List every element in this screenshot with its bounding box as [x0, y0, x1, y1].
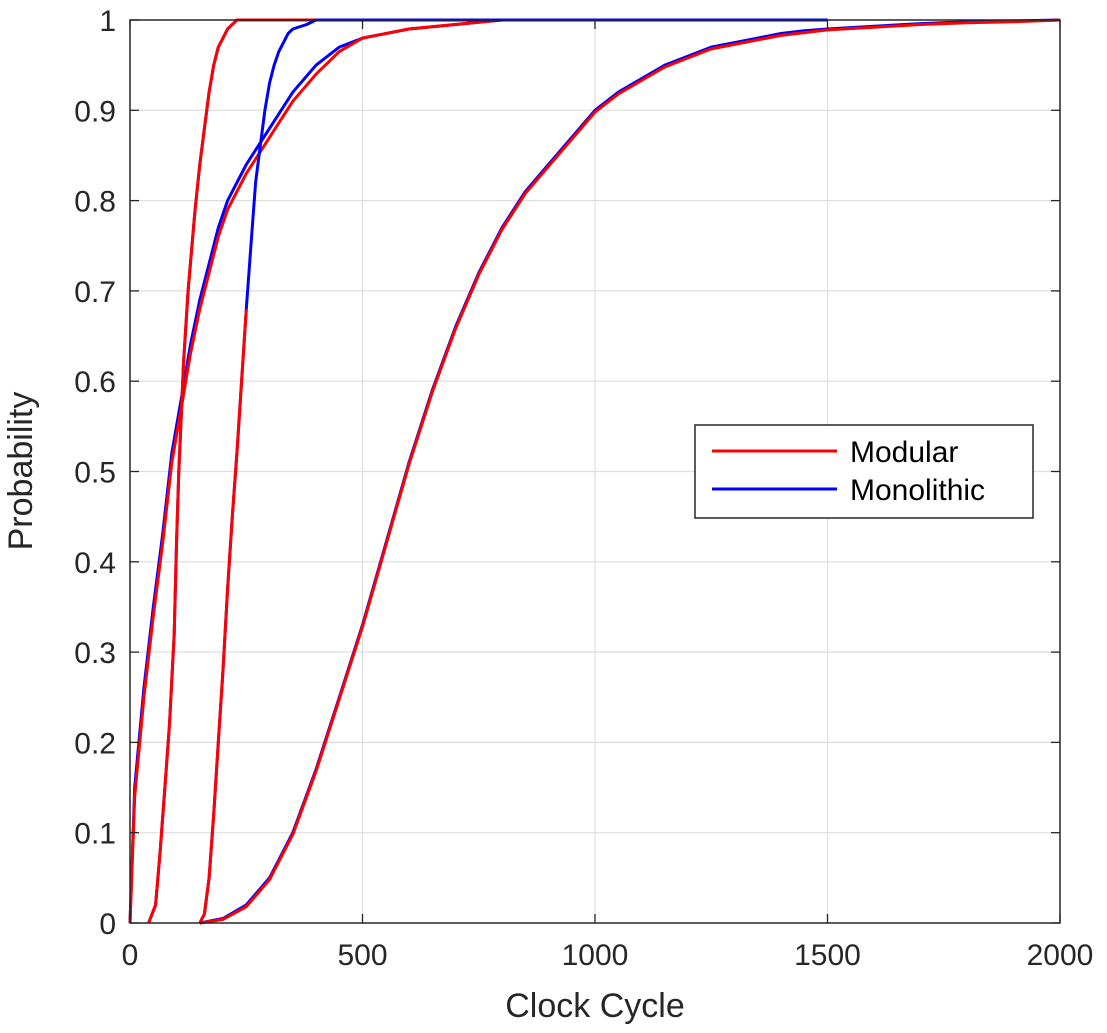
x-tick-label: 500 [337, 939, 387, 972]
series-line-modular [198, 308, 248, 924]
x-axis-label: Clock Cycle [505, 987, 684, 1025]
y-tick-label: 0.1 [74, 818, 116, 851]
series-line-modular [128, 18, 828, 924]
x-tick-label: 1500 [794, 939, 861, 972]
y-tick-label: 0 [99, 908, 116, 941]
y-tick-label: 0.4 [74, 547, 116, 580]
x-tick-label: 1000 [562, 939, 629, 972]
y-tick-label: 0.5 [74, 457, 116, 490]
y-tick-label: 0.9 [74, 95, 116, 128]
series-line-modular [147, 18, 409, 924]
x-tick-label: 2000 [1027, 939, 1094, 972]
series-layer [128, 18, 1061, 925]
series-line-modular [199, 18, 1061, 925]
axis-ticks: 0 500 1000 1500 2000 0 0.1 0.2 0.3 0.4 0.5 0.6 0.7 0.… [74, 5, 1093, 972]
y-tick-label: 0.2 [74, 727, 116, 760]
legend-label-modular: Modular [850, 436, 958, 469]
legend: Modular Monolithic [694, 424, 1034, 519]
legend-label-monolithic: Monolithic [850, 474, 985, 507]
legend-box [694, 424, 1034, 519]
y-tick-label: 0.3 [74, 637, 116, 670]
y-axis-label: Probability [2, 392, 40, 551]
x-tick-label: 0 [122, 939, 139, 972]
y-tick-label: 0.8 [74, 186, 116, 219]
y-tick-label: 0.6 [74, 366, 116, 399]
y-tick-label: 0.7 [74, 276, 116, 309]
y-tick-label: 1 [99, 5, 116, 38]
